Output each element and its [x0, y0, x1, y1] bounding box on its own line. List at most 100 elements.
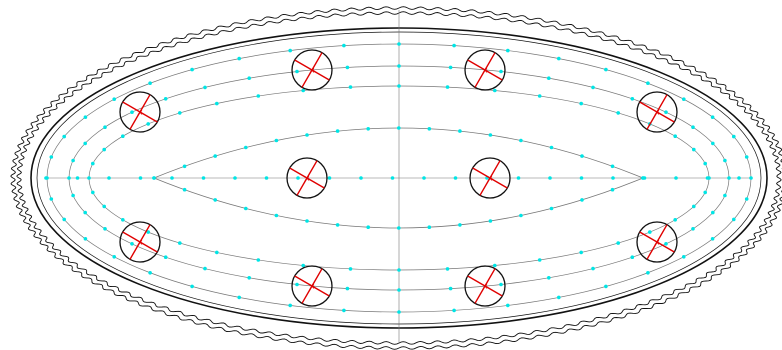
control-point: [710, 115, 715, 119]
control-point: [397, 310, 401, 314]
control-point: [71, 193, 75, 198]
cut-line: [479, 177, 491, 196]
control-point: [62, 134, 66, 139]
control-point: [107, 176, 111, 180]
control-point: [630, 255, 635, 259]
control-point: [348, 85, 353, 89]
control-point: [83, 141, 87, 146]
hole-circle: [469, 157, 511, 199]
control-point: [427, 225, 432, 229]
hole: ×: [636, 91, 678, 133]
control-point: [673, 218, 677, 222]
control-point: [366, 127, 371, 131]
cut-line: [129, 241, 141, 260]
control-point: [264, 176, 269, 180]
control-point: [213, 198, 217, 202]
cut-line: [306, 177, 325, 189]
control-point: [642, 176, 647, 180]
control-point: [445, 267, 450, 271]
control-point: [348, 267, 353, 271]
control-point: [630, 97, 635, 101]
control-point: [610, 187, 615, 192]
control-point: [537, 258, 542, 262]
lens-lower: [153, 177, 644, 229]
cut-line: [294, 59, 313, 71]
control-point: [516, 176, 521, 180]
cut-line: [484, 285, 503, 297]
control-point: [397, 42, 401, 46]
hole-circle: [636, 221, 678, 263]
control-point: [604, 284, 608, 289]
control-point: [445, 85, 450, 89]
control-point: [112, 254, 116, 259]
control-point: [75, 176, 80, 180]
control-point: [547, 76, 551, 80]
control-point: [519, 213, 523, 218]
hole: ×: [291, 49, 333, 91]
control-point: [604, 67, 608, 72]
hole-circle: [464, 265, 506, 307]
control-point: [692, 204, 696, 209]
control-point: [244, 206, 248, 211]
control-point: [673, 134, 677, 138]
control-point: [579, 176, 584, 180]
control-point: [448, 65, 453, 70]
control-point: [547, 276, 551, 280]
cut-line: [301, 69, 313, 88]
control-point: [557, 56, 561, 61]
control-point: [548, 176, 552, 180]
control-point: [682, 97, 686, 101]
cut-line: [656, 111, 675, 123]
control-point: [710, 237, 715, 241]
control-point: [138, 176, 143, 180]
control-point: [366, 225, 371, 229]
control-point: [163, 255, 168, 259]
control-point: [237, 56, 241, 61]
control-point: [71, 158, 75, 163]
control-point: [537, 94, 542, 98]
control-point: [274, 138, 279, 143]
control-point: [146, 122, 150, 126]
cut-line: [311, 69, 330, 81]
control-point: [646, 81, 650, 85]
control-point: [83, 115, 88, 119]
control-point: [488, 133, 493, 137]
cut-line: [294, 275, 313, 287]
cut-line: [122, 101, 141, 113]
control-point: [345, 65, 350, 70]
control-point: [295, 69, 299, 74]
control-point: [288, 48, 293, 53]
control-point: [591, 85, 595, 90]
cut-line: [656, 94, 668, 113]
control-point: [427, 127, 432, 131]
control-point: [345, 286, 350, 291]
control-point: [295, 282, 299, 287]
cut-line: [311, 268, 323, 287]
control-point: [557, 295, 561, 300]
cut-line: [139, 111, 158, 123]
control-point: [102, 147, 106, 152]
control-point: [744, 197, 749, 201]
control-point: [178, 241, 182, 245]
guide-lines: [46, 10, 752, 344]
control-point: [130, 110, 134, 114]
center-mark: ×: [482, 282, 489, 291]
control-point: [397, 126, 401, 130]
control-point: [163, 97, 168, 101]
control-point: [288, 303, 293, 308]
control-point: [616, 111, 620, 115]
control-point: [215, 250, 219, 255]
cut-line: [484, 52, 496, 71]
control-point: [83, 210, 87, 215]
cut-line: [467, 59, 486, 71]
control-point: [580, 154, 584, 158]
control-point: [62, 217, 66, 222]
control-point: [327, 176, 332, 180]
control-point: [579, 101, 583, 106]
control-point: [237, 295, 241, 300]
control-point: [247, 276, 251, 280]
control-point: [233, 176, 237, 180]
hole: ×: [636, 221, 678, 263]
cut-line: [289, 167, 308, 179]
